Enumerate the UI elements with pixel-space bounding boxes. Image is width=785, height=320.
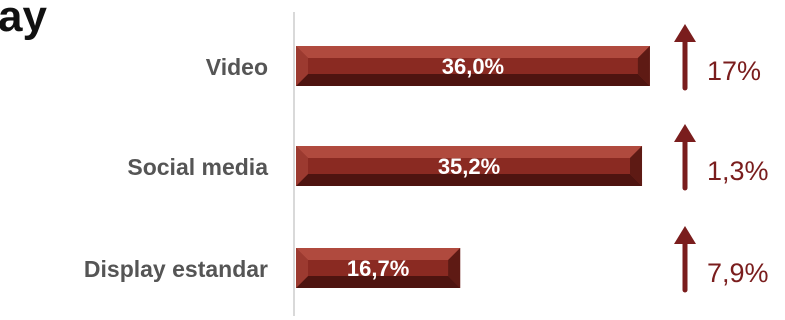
category-label: Social media [127,154,268,180]
change-label: 1,3% [707,156,769,186]
bar-value-label: 16,7% [347,256,409,281]
bar-value-label: 35,2% [438,154,500,179]
category-label: Video [206,54,268,80]
up-arrow-head-icon [674,24,696,42]
change-label: 7,9% [707,258,769,288]
bar-bevel-bottom [296,276,461,288]
bar-bevel-left [296,248,308,288]
change-label: 17% [707,56,761,86]
up-arrow-head-icon [674,226,696,244]
chart-title-fragment: ay [0,0,47,41]
up-arrow-head-icon [674,124,696,142]
bar-bevel-bottom [296,74,650,86]
bar-bevel-bottom [296,174,643,186]
bar-value-label: 36,0% [442,54,504,79]
bar-bevel-right [448,248,461,288]
bar-bevel-left [296,146,308,186]
bar-bevel-top [296,248,461,260]
bar-bevel-top [296,146,643,158]
bar-bevel-top [296,46,650,58]
bar-bevel-right [637,46,650,86]
category-label: Display estandar [84,256,268,282]
bar-bevel-left [296,46,308,86]
bar-bevel-right [630,146,643,186]
